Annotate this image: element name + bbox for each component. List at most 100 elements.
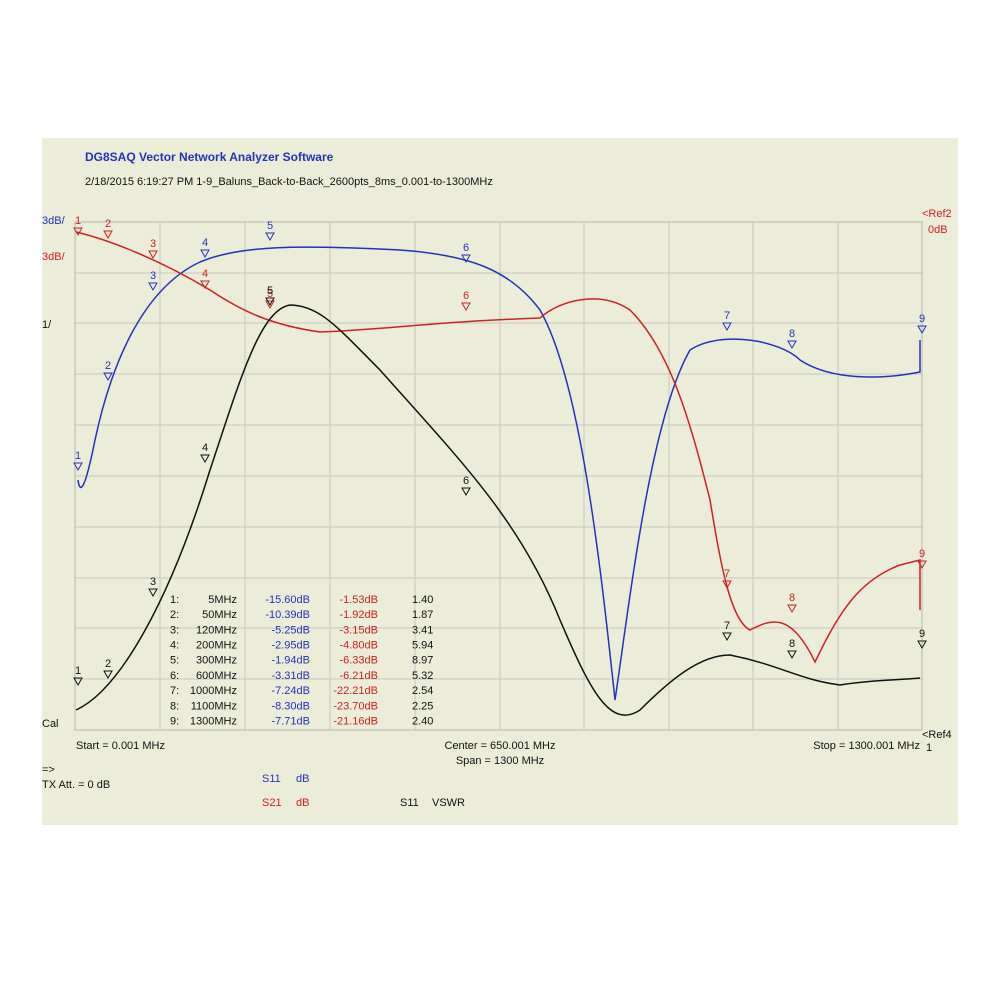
legend-unit: dB bbox=[296, 797, 309, 809]
marker-triangle bbox=[461, 302, 471, 312]
marker-tag: 2 bbox=[105, 360, 111, 372]
marker-freq: 1000MHz bbox=[190, 685, 237, 697]
span: Span = 1300 MHz bbox=[456, 755, 544, 767]
legend-unit: VSWR bbox=[432, 797, 465, 809]
marker-freq: 300MHz bbox=[196, 655, 237, 667]
s11-trace bbox=[77, 246, 921, 701]
marker-freq: 120MHz bbox=[196, 624, 237, 636]
marker-tag: 5 bbox=[267, 288, 273, 300]
marker-triangle bbox=[103, 230, 113, 240]
marker-s11: -7.24dB bbox=[271, 685, 310, 697]
marker-num: 2: bbox=[170, 609, 179, 621]
marker-s11: -15.60dB bbox=[265, 594, 310, 606]
ref4: <Ref4 bbox=[922, 729, 952, 741]
marker-vswr: 3.41 bbox=[412, 624, 433, 636]
marker-vswr: 8.97 bbox=[412, 655, 433, 667]
marker-triangle bbox=[722, 632, 732, 642]
marker-freq: 200MHz bbox=[196, 640, 237, 652]
marker-tag: 7 bbox=[724, 620, 730, 632]
marker-freq: 50MHz bbox=[202, 609, 237, 621]
marker-s21: -23.70dB bbox=[333, 700, 378, 712]
marker-s21: -1.53dB bbox=[339, 594, 378, 606]
marker-s11: -8.30dB bbox=[271, 700, 310, 712]
marker-s11: -5.25dB bbox=[271, 624, 310, 636]
app-title: DG8SAQ Vector Network Analyzer Software bbox=[85, 150, 334, 164]
marker-num: 6: bbox=[170, 670, 179, 682]
s11-scale: 3dB/ bbox=[42, 215, 66, 227]
marker-tag: 4 bbox=[202, 237, 208, 249]
marker-triangle bbox=[917, 325, 927, 335]
marker-tag: 4 bbox=[202, 442, 208, 454]
marker-tag: 6 bbox=[463, 242, 469, 254]
marker-vswr: 5.94 bbox=[412, 640, 433, 652]
ref2-value: 0dB bbox=[928, 224, 948, 236]
marker-triangle bbox=[461, 487, 471, 497]
marker-tag: 6 bbox=[463, 290, 469, 302]
marker-triangle bbox=[103, 670, 113, 680]
center: Center = 650.001 MHz bbox=[445, 740, 556, 752]
marker-triangle bbox=[73, 677, 83, 687]
sweep-info: 2/18/2015 6:19:27 PM 1-9_Baluns_Back-to-… bbox=[85, 176, 493, 188]
marker-num: 3: bbox=[170, 624, 179, 636]
marker-triangle bbox=[917, 640, 927, 650]
marker-vswr: 2.40 bbox=[412, 716, 433, 728]
marker-freq: 5MHz bbox=[208, 594, 237, 606]
marker-s11: -1.94dB bbox=[271, 655, 310, 667]
marker-triangle bbox=[265, 300, 275, 310]
marker-triangle bbox=[103, 372, 113, 382]
marker-table: 1: 5MHz -15.60dB -1.53dB 1.40 2: 50MHz -10.39dB… bbox=[170, 594, 433, 728]
marker-tag: 3 bbox=[150, 238, 156, 250]
marker-tag: 1 bbox=[75, 450, 81, 462]
marker-num: 4: bbox=[170, 640, 179, 652]
marker-tag: 9 bbox=[919, 628, 925, 640]
stop: Stop = 1300.001 MHz bbox=[813, 740, 920, 752]
marker-triangle bbox=[200, 249, 210, 259]
marker-tag: 3 bbox=[150, 270, 156, 282]
marker-tag: 3 bbox=[150, 576, 156, 588]
marker-num: 9: bbox=[170, 716, 179, 728]
marker-s21: -6.33dB bbox=[339, 655, 378, 667]
marker-tag: 5 bbox=[267, 285, 273, 297]
marker-s21: -4.80dB bbox=[339, 640, 378, 652]
marker-freq: 1100MHz bbox=[191, 700, 237, 712]
tx-att: TX Att. = 0 dB bbox=[42, 779, 110, 791]
marker-vswr: 2.25 bbox=[412, 700, 433, 712]
marker-vswr: 2.54 bbox=[412, 685, 433, 697]
marker-tag: 7 bbox=[724, 310, 730, 322]
marker-tag: 9 bbox=[919, 548, 925, 560]
marker-triangle bbox=[265, 232, 275, 242]
marker-num: 1: bbox=[170, 594, 179, 606]
marker-triangle bbox=[73, 462, 83, 472]
marker-tag: 8 bbox=[789, 638, 795, 650]
marker-triangle bbox=[787, 650, 797, 660]
marker-vswr: 1.87 bbox=[412, 609, 433, 621]
legend-trace: S11 bbox=[400, 797, 419, 809]
marker-num: 8: bbox=[170, 700, 179, 712]
s21-trace bbox=[75, 231, 921, 664]
marker-triangle bbox=[917, 560, 927, 570]
marker-tag: 2 bbox=[105, 218, 111, 230]
marker-triangle bbox=[148, 282, 158, 292]
marker-triangle bbox=[148, 588, 158, 598]
ref2: <Ref2 bbox=[922, 208, 952, 220]
marker-s11: -3.31dB bbox=[271, 670, 310, 682]
marker-num: 5: bbox=[170, 655, 179, 667]
vswr-scale: 1/ bbox=[42, 319, 52, 331]
legend-trace: S11 bbox=[262, 773, 281, 785]
marker-triangle bbox=[722, 322, 732, 332]
marker-s21: -3.15dB bbox=[339, 624, 378, 636]
marker-num: 7: bbox=[170, 685, 179, 697]
marker-triangle bbox=[787, 604, 797, 614]
marker-tag: 1 bbox=[75, 215, 81, 227]
cal-label: Cal bbox=[42, 718, 59, 730]
marker-triangle bbox=[722, 580, 732, 590]
legend-trace: S21 bbox=[262, 797, 282, 809]
marker-triangle bbox=[265, 297, 275, 307]
ref4-value: 1 bbox=[926, 742, 932, 754]
marker-s21: -21.16dB bbox=[333, 716, 378, 728]
marker-tag: 8 bbox=[789, 592, 795, 604]
marker-triangle bbox=[148, 250, 158, 260]
